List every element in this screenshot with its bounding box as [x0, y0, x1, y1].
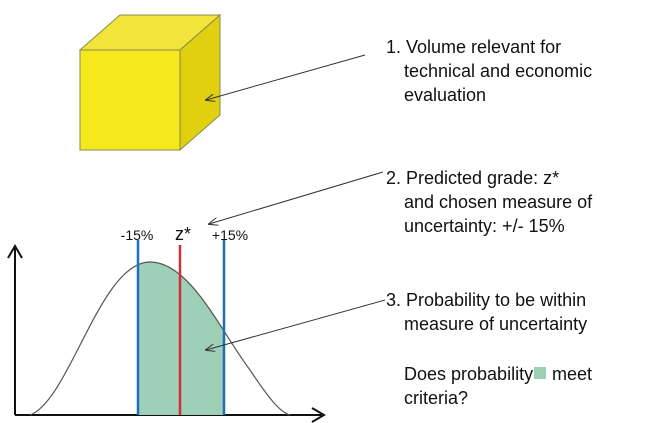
diagram: -15% z* +15% 1. Volume relevant for tech… — [0, 0, 655, 423]
arrows — [206, 55, 385, 350]
annotation-line: measure of uncertainty — [404, 314, 587, 334]
annotation-line: 3. Probability to be within — [386, 290, 586, 310]
question-text: meet — [552, 364, 592, 384]
annotation-line: technical and economic — [404, 61, 592, 81]
annotation-line: 1. Volume relevant for — [386, 37, 561, 57]
probability-area — [30, 262, 290, 415]
legend-swatch — [534, 367, 546, 379]
curve-label: -15% — [121, 227, 154, 243]
question-text: criteria? — [404, 388, 468, 408]
annotation-line: evaluation — [404, 85, 486, 105]
curve-label: +15% — [212, 227, 248, 243]
annotation-line: uncertainty: +/- 15% — [404, 216, 565, 236]
cube — [80, 15, 220, 150]
annotation-line: and chosen measure of — [404, 192, 593, 212]
annotation-line: 2. Predicted grade: z* — [386, 168, 559, 188]
curve-label: z* — [175, 224, 191, 244]
question-text: Does probability — [404, 364, 533, 384]
